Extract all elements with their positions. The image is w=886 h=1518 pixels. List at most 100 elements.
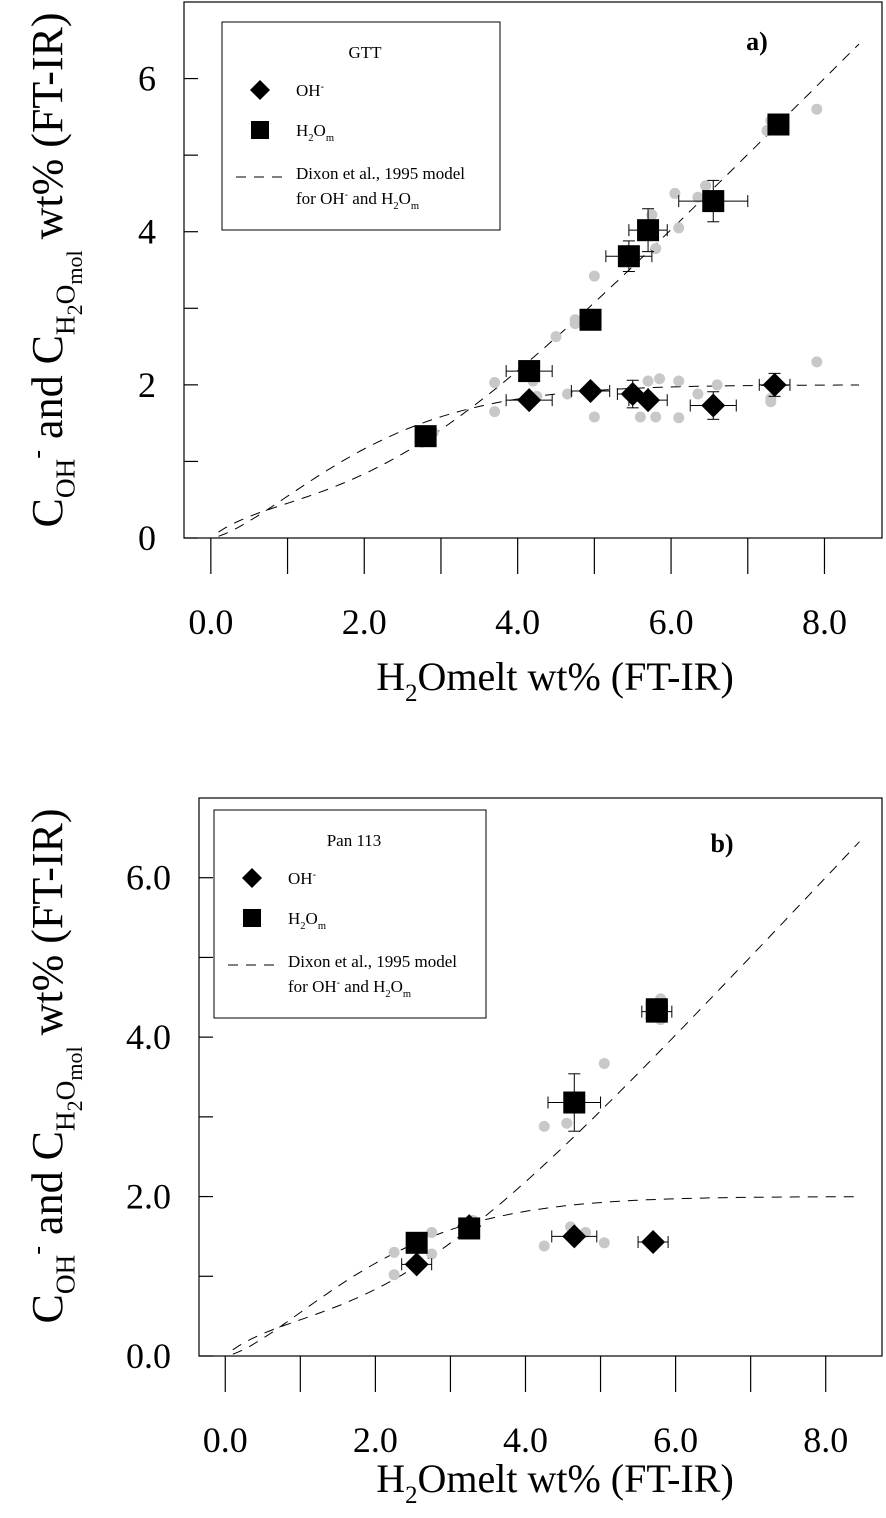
y-tick-label: 2 [138, 365, 156, 405]
y-tick-label: 0 [138, 518, 156, 558]
h2om-square-point [518, 360, 541, 383]
text-part: for OH [288, 977, 337, 996]
text-part: and C [23, 335, 72, 450]
y-tick-label: 4.0 [126, 1017, 171, 1057]
legend-entry-label: H2Om [288, 909, 327, 932]
text-part: O [314, 121, 326, 140]
h2om-square-point [458, 1217, 481, 1240]
text-part: - [337, 978, 341, 989]
text-part: H [376, 654, 405, 699]
oh-diamond-point [641, 1230, 666, 1255]
plot-frame [183, 1, 883, 539]
gray-data-point [711, 379, 723, 391]
gray-data-point [673, 222, 685, 234]
legend-entry-label: OH- [288, 869, 317, 888]
gray-data-point [426, 1248, 438, 1260]
text-part: 2 [62, 1100, 87, 1111]
text-part: C [23, 1294, 72, 1323]
panel-label: a) [746, 27, 768, 56]
text-part: O [391, 977, 403, 996]
x-tick-label: 0.0 [203, 1420, 248, 1460]
x-tick-label: 4.0 [503, 1420, 548, 1460]
oh-diamond-point [701, 393, 726, 418]
legend-title: GTT [348, 43, 382, 62]
dixon-model-h2om-curve [218, 43, 860, 533]
oh-diamond-point [404, 1252, 429, 1277]
text-part: OH [50, 459, 80, 498]
h2om-square-point [414, 425, 437, 448]
text-part: - [345, 190, 349, 201]
legend-entry-label: H2Om [296, 121, 335, 144]
gray-data-point [765, 396, 777, 408]
gray-data-point [646, 209, 658, 221]
y-axis-label: COH- and CH2Omol wt% (FT-IR) [21, 809, 87, 1324]
y-tick-label: 6.0 [126, 858, 171, 898]
dixon-model-oh-curve [232, 1196, 860, 1355]
gray-data-point [654, 373, 666, 385]
gray-data-point [673, 412, 685, 424]
gray-data-point [650, 411, 662, 423]
text-part: m [326, 133, 335, 144]
text-part: OH [288, 869, 313, 888]
text-part: wt% (FT-IR) [23, 809, 72, 1047]
text-part: H [50, 1111, 80, 1131]
legend-title: Pan 113 [327, 831, 382, 850]
gray-data-point [673, 375, 685, 387]
text-part: H [296, 121, 308, 140]
h2om-square-point [767, 113, 790, 136]
x-tick-label: 4.0 [495, 602, 540, 642]
oh-diamond-point [636, 388, 661, 413]
x-tick-label: 0.0 [188, 602, 233, 642]
text-part: Dixon et al., 1995 model [296, 164, 465, 183]
gray-data-point [489, 406, 501, 418]
h2om-square-point [645, 998, 668, 1021]
gray-data-point [538, 1240, 550, 1252]
text-part: 2 [308, 133, 313, 144]
gray-data-point [634, 411, 646, 423]
text-part: 2 [405, 680, 417, 707]
legend-square-icon [243, 909, 261, 927]
h2om-square-point [702, 190, 725, 213]
text-part: H [288, 909, 300, 928]
text-part: m [403, 989, 412, 1000]
x-tick-label: 6.0 [649, 602, 694, 642]
text-part: Omelt wt% (FT-IR) [418, 1456, 734, 1501]
text-part: m [411, 201, 420, 212]
gray-data-point [561, 1117, 573, 1129]
gray-data-point [811, 356, 823, 368]
text-part: H [50, 315, 80, 335]
gray-data-point [692, 191, 704, 203]
y-tick-label: 0.0 [126, 1336, 171, 1376]
text-part: mol [62, 1046, 87, 1080]
text-part: H [376, 1456, 405, 1501]
legend-diamond-icon [242, 868, 262, 888]
h2om-square-point [617, 245, 640, 268]
text-part: - [21, 1246, 51, 1255]
text-part: 2 [300, 921, 305, 932]
text-part: O [399, 189, 411, 208]
plot-frame [198, 797, 883, 1357]
text-part: wt% (FT-IR) [23, 13, 72, 251]
gray-data-point [700, 180, 712, 192]
legend-square-icon [251, 121, 269, 139]
gray-data-point [388, 1269, 400, 1281]
gray-data-point [598, 1237, 610, 1249]
oh-diamond-point [517, 388, 542, 413]
dixon-model-h2om-curve [232, 841, 860, 1351]
h2om-square-point [579, 308, 602, 331]
panel-label: b) [710, 829, 733, 858]
legend-diamond-icon [250, 80, 270, 100]
gray-data-point [669, 187, 681, 199]
legend-entry-label: Dixon et al., 1995 model [288, 952, 457, 971]
gray-data-point [562, 388, 574, 400]
y-tick-label: 2.0 [126, 1177, 171, 1217]
text-part: O [50, 1081, 80, 1101]
x-tick-label: 2.0 [342, 602, 387, 642]
h2om-square-point [637, 219, 660, 242]
oh-diamond-point [762, 372, 787, 397]
text-part: and H [340, 977, 385, 996]
